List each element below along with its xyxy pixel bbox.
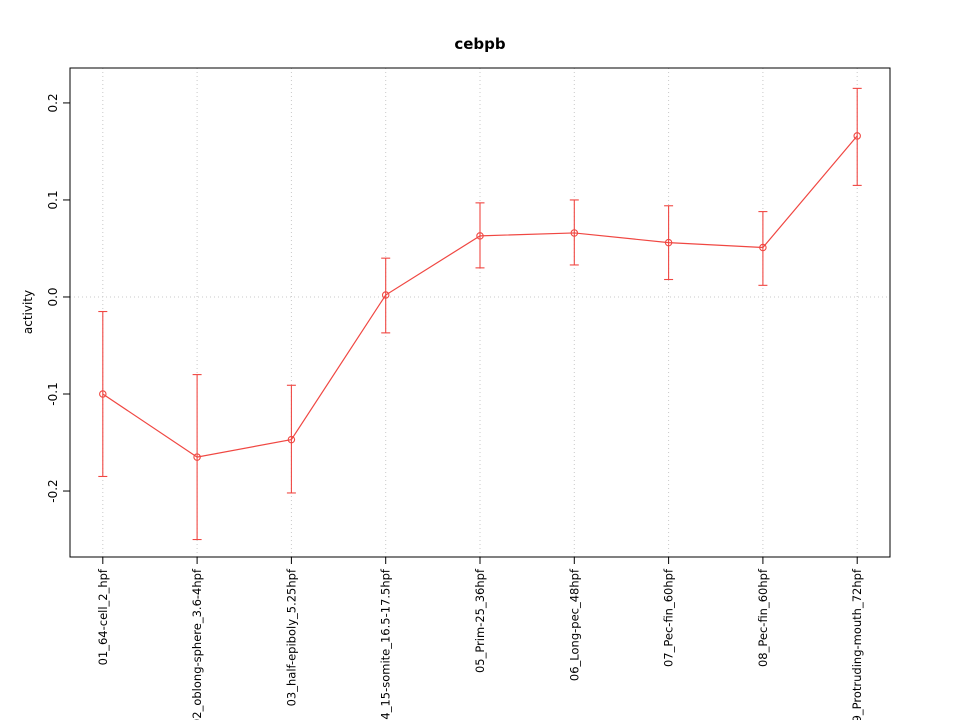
data-point <box>381 291 390 299</box>
x-category-label: 06_Long-pec_48hpf <box>567 568 581 681</box>
x-category-label: 09_Protruding-mouth_72hpf <box>850 568 864 720</box>
y-axis: -0.2 -0.1 0.0 0.1 0.2 <box>46 93 70 503</box>
data-point <box>476 232 484 240</box>
x-category-label: 02_oblong-sphere_3.6-4hpf <box>190 568 204 720</box>
y-tick-label: -0.2 <box>46 479 60 502</box>
x-category-label: 08_Pec-fin_60hpf <box>756 568 770 667</box>
x-category-label: 07_Pec-fin_60hpf <box>662 568 676 667</box>
x-category-label: 03_half-epiboly_5.25hpf <box>284 568 298 706</box>
data-point <box>193 453 201 461</box>
series-line <box>102 135 858 458</box>
data-point <box>570 229 579 237</box>
y-tick-label: 0.1 <box>46 190 60 209</box>
gridlines <box>70 68 890 557</box>
y-tick-label: 0.2 <box>46 93 60 112</box>
x-category-label: 05_Prim-25_36hpf <box>473 568 487 673</box>
x-category-label: 01_64-cell_2_hpf <box>96 568 110 665</box>
data-point <box>759 243 767 252</box>
y-tick-label: 0.0 <box>46 287 60 306</box>
data-point <box>99 390 107 398</box>
x-axis: 01_64-cell_2_hpf 02_oblong-sphere_3.6-4hp… <box>96 557 864 720</box>
data-point <box>287 435 296 444</box>
data-point <box>853 132 861 140</box>
chart-title: cebpb <box>454 35 506 53</box>
data-points <box>99 132 861 461</box>
x-category-label: 04_15-somite_16.5-17.5hpf <box>379 568 393 720</box>
y-tick-label: -0.1 <box>46 382 60 405</box>
data-point <box>664 238 673 247</box>
